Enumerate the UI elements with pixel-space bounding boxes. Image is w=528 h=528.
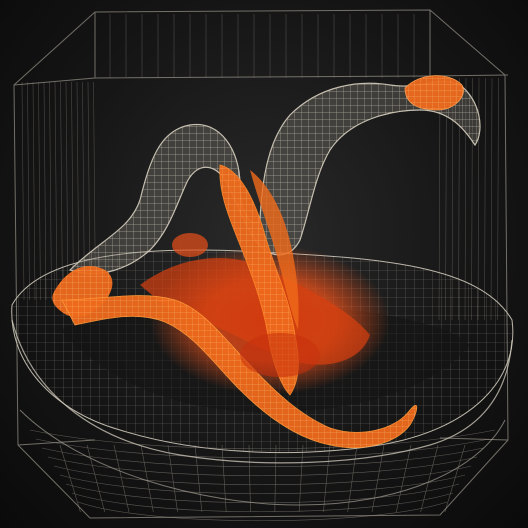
floor-grid-line (347, 444, 358, 513)
floor-grid-curve (71, 492, 454, 513)
floor-grid-curve (29, 429, 496, 450)
floor-grid-line (444, 444, 466, 513)
wall-grid-line (43, 81, 47, 301)
floor-grid-line (167, 444, 178, 513)
floor-grid-curve (65, 483, 460, 504)
floor-grid-line (248, 444, 251, 513)
floor-grid-line (298, 444, 304, 513)
front-rim (11, 319, 513, 464)
floor-grid-line (396, 444, 412, 513)
wall-grid-line (54, 81, 58, 301)
floor-grid-line (221, 444, 227, 513)
wall-grid-line (49, 81, 52, 301)
wall-grid-line (21, 81, 25, 301)
wall-grid-line (32, 81, 36, 301)
outer-box-wireframe (13, 9, 509, 519)
floor-grid-curve (47, 456, 478, 477)
wall-grid-line (490, 77, 493, 321)
wall-grid-line (484, 77, 486, 321)
floor-grid-curve (77, 501, 448, 522)
floor-grid-curve (41, 447, 484, 468)
wall-grid-line (65, 81, 69, 301)
floor-grid-line (371, 444, 385, 513)
wall-grid-line (60, 81, 63, 301)
wall-grid-line (38, 81, 41, 301)
floor-grid-curve (53, 465, 472, 486)
floor-grid-line (420, 444, 439, 513)
floor-grid-curve (59, 474, 466, 495)
floor-grid-line (59, 444, 81, 513)
floor-grid-line (113, 444, 130, 513)
floor-grid-line (274, 444, 277, 513)
floor-grid-line (86, 444, 105, 513)
floor-grid-line (323, 444, 331, 513)
floor-mesh (29, 429, 496, 522)
orange-flow (52, 75, 464, 448)
wall-grid-line (27, 81, 30, 301)
wall-grid-line (497, 77, 499, 321)
grey-tube (68, 80, 481, 275)
floor-grid-line (140, 444, 154, 513)
floor-grid-line (194, 444, 203, 513)
